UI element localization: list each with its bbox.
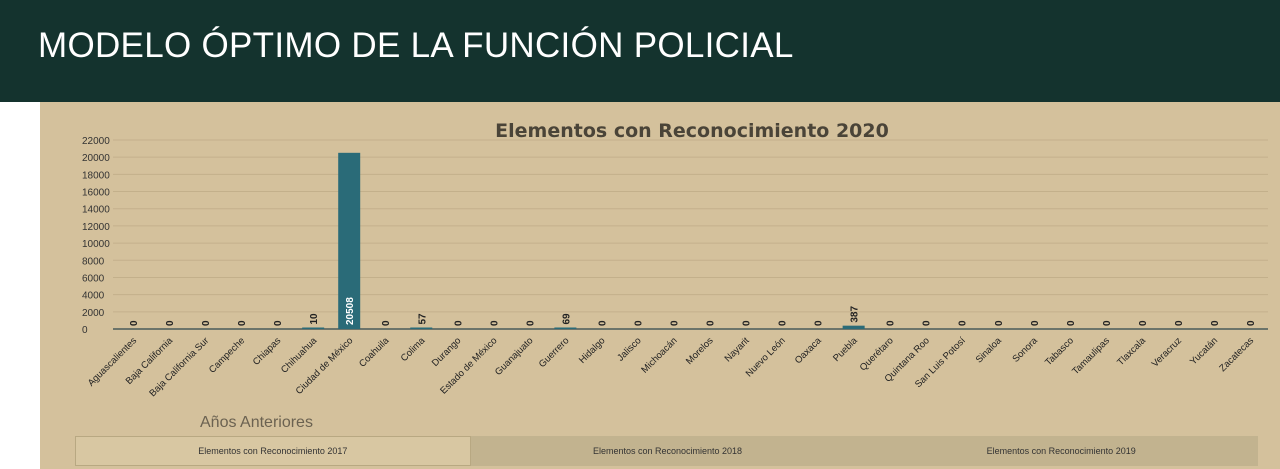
y-tick-label: 22000: [82, 136, 110, 147]
x-tick-label: Colima: [399, 335, 428, 364]
data-label: 57: [417, 313, 428, 325]
bar[interactable]: [554, 327, 577, 330]
page-header: MODELO ÓPTIMO DE LA FUNCIÓN POLICIAL: [0, 0, 1280, 102]
bar[interactable]: [302, 327, 325, 330]
x-tick-label: Hidalgo: [577, 335, 608, 366]
tab-reconocimiento-2019[interactable]: Elementos con Reconocimiento 2019: [864, 436, 1259, 466]
data-label: 0: [742, 320, 753, 326]
data-label: 0: [886, 320, 897, 326]
x-tick-label: Yucatán: [1188, 335, 1220, 367]
data-label: 0: [1210, 320, 1221, 326]
page-title: MODELO ÓPTIMO DE LA FUNCIÓN POLICIAL: [38, 26, 794, 65]
x-tick-label: Coahuila: [357, 335, 392, 370]
data-label: 0: [525, 320, 536, 326]
data-label: 0: [1030, 320, 1041, 326]
x-tick-label: Campeche: [207, 335, 247, 375]
chart-title: Elementos con Reconocimiento 2020: [495, 120, 889, 142]
data-label: 0: [994, 320, 1005, 326]
data-label: 0: [1102, 320, 1113, 326]
data-label: 0: [1174, 320, 1185, 326]
x-tick-label: Veracruz: [1150, 335, 1184, 369]
data-label: 0: [1138, 320, 1149, 326]
previous-years-tabs: Elementos con Reconocimiento 2017 Elemen…: [75, 436, 1259, 466]
data-label: 0: [489, 320, 500, 326]
data-label: 0: [129, 320, 140, 326]
y-tick-label: 20000: [82, 153, 110, 164]
x-tick-label: Chiapas: [251, 335, 284, 368]
data-label: 0: [778, 320, 789, 326]
y-tick-label: 16000: [82, 188, 110, 199]
tab-reconocimiento-2017[interactable]: Elementos con Reconocimiento 2017: [75, 436, 471, 466]
x-tick-label: Tamaulipas: [1070, 335, 1112, 377]
data-label: 0: [273, 320, 284, 326]
y-tick-label: 8000: [82, 256, 105, 267]
data-label: 0: [1066, 320, 1077, 326]
data-label: 10: [309, 313, 320, 325]
data-label: 0: [633, 320, 644, 326]
data-label: 0: [669, 320, 680, 326]
tab-reconocimiento-2018[interactable]: Elementos con Reconocimiento 2018: [470, 436, 865, 466]
chart-panel: [40, 102, 1280, 469]
x-tick-label: Morelos: [684, 335, 716, 367]
data-label: 0: [922, 320, 933, 326]
y-tick-label: 0: [82, 325, 88, 336]
x-tick-label: Michoacán: [639, 335, 679, 375]
y-tick-label: 10000: [82, 239, 110, 250]
bar[interactable]: [842, 325, 865, 329]
y-tick-label: 6000: [82, 273, 105, 284]
y-tick-label: 2000: [82, 308, 105, 319]
data-label: 0: [706, 320, 717, 326]
x-tick-label: Guanajuato: [493, 335, 536, 378]
x-tick-label: Sinaloa: [974, 335, 1005, 366]
data-label: 0: [201, 320, 212, 326]
x-tick-label: Nayarit: [723, 335, 752, 364]
x-tick-label: Tabasco: [1043, 335, 1076, 368]
x-tick-label: Jalisco: [615, 335, 643, 363]
y-tick-label: 12000: [82, 222, 110, 233]
x-tick-label: Oaxaca: [793, 335, 824, 366]
y-tick-label: 14000: [82, 205, 110, 216]
data-label: 20508: [345, 297, 356, 325]
x-tick-label: Tlaxcala: [1115, 335, 1148, 368]
x-tick-label: Guerrero: [537, 335, 572, 370]
y-tick-label: 4000: [82, 291, 105, 302]
data-label: 387: [850, 306, 861, 323]
data-label: 0: [814, 320, 825, 326]
x-tick-label: Sonora: [1010, 335, 1040, 365]
y-tick-label: 18000: [82, 170, 110, 181]
bar[interactable]: [338, 152, 361, 329]
data-label: 0: [237, 320, 248, 326]
x-tick-label: Zacatecas: [1217, 335, 1256, 374]
bar[interactable]: [410, 327, 433, 330]
data-label: 0: [165, 320, 176, 326]
data-label: 0: [597, 320, 608, 326]
x-tick-label: Durango: [430, 335, 464, 369]
data-label: 69: [561, 313, 572, 325]
data-label: 0: [453, 320, 464, 326]
data-label: 0: [958, 320, 969, 326]
previous-years-heading: Años Anteriores: [200, 414, 313, 431]
x-tick-label: Puebla: [831, 335, 860, 364]
data-label: 0: [381, 320, 392, 326]
data-label: 0: [1246, 320, 1257, 326]
x-tick-label: Querétaro: [858, 335, 896, 373]
